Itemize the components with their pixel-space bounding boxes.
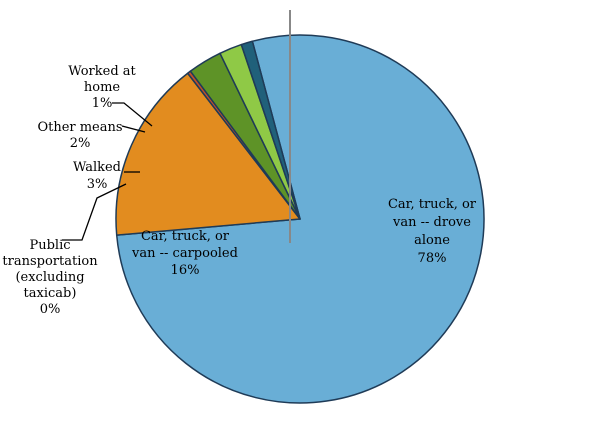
slice-label-car-truck-or-van-drove-alone: Car, truck, or van -- drove alone 78% (388, 197, 477, 266)
leader-line-worked-at-home (112, 102, 153, 127)
slice-label-other-means: Other means 2% (37, 120, 122, 151)
slice-label-public-transportation-excluding-taxicab: Public transportation (excluding taxicab) 0% (2, 238, 98, 317)
leader-line-other-means (121, 125, 146, 133)
slice-label-walked: Walked 3% (73, 160, 121, 192)
pie-slice-worked-at-home (240, 40, 301, 220)
slice-label-car-truck-or-van-carpooled: Car, truck, or van -- carpooled 16% (131, 229, 238, 278)
leader-line-public-transportation-excluding-taxicab (62, 183, 127, 241)
pie-slice-car-truck-or-van-carpooled (115, 72, 301, 236)
pie-slices (115, 34, 485, 404)
leader-lines (62, 102, 153, 241)
slice-label-worked-at-home: Worked at home 1% (68, 64, 136, 111)
slice-labels: Car, truck, or van -- drove alone 78% Car, t… (2, 64, 476, 317)
